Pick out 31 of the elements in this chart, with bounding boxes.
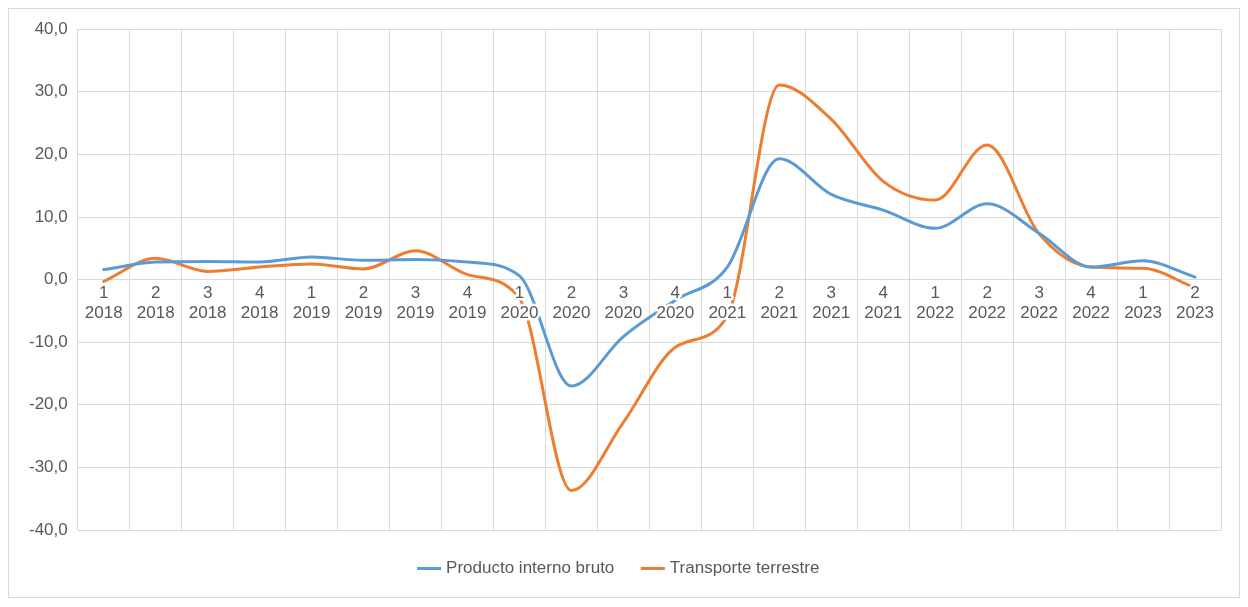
x-tick-label: 4 2020 [656,282,695,322]
y-tick-label: -40,0 [29,519,68,539]
y-tick-label: 40,0 [34,18,68,38]
x-tick-label: 2 2023 [1176,282,1214,322]
y-tick-label: -20,0 [29,394,68,414]
x-tick-label: 4 2019 [448,282,487,322]
x-tick-label: 4 2021 [864,282,903,322]
legend-label: Producto interno bruto [446,558,615,578]
x-tick-label: 1 2022 [916,282,955,322]
x-tick-label: 3 2022 [1020,282,1059,322]
y-tick-label: 10,0 [34,206,68,226]
y-tick-label: 20,0 [34,144,68,164]
x-tick-label: 3 2018 [188,282,227,322]
y-tick-label: 30,0 [34,81,68,101]
x-tick-label: 3 2021 [812,282,851,322]
x-tick-label: 4 2022 [1072,282,1110,322]
x-tick-label: 1 2018 [84,282,123,322]
x-tick-label: 2 2022 [968,282,1007,322]
x-tick-label: 2 2020 [552,282,591,322]
y-tick-label: -10,0 [29,331,68,351]
x-tick-label: 4 2018 [240,282,279,322]
x-tick-label: 3 2020 [604,282,643,322]
x-tick-label: 2 2019 [344,282,383,322]
x-tick-label: 2 2021 [760,282,799,322]
x-tick-label: 2 2018 [136,282,175,322]
y-tick-label: -30,0 [29,457,68,477]
legend-label: Transporte terrestre [669,558,820,578]
y-tick-label: 0,0 [44,269,68,289]
x-tick-label: 1 2019 [292,282,331,322]
x-tick-label: 3 2019 [396,282,435,322]
x-tick-label: 1 2023 [1124,282,1162,322]
